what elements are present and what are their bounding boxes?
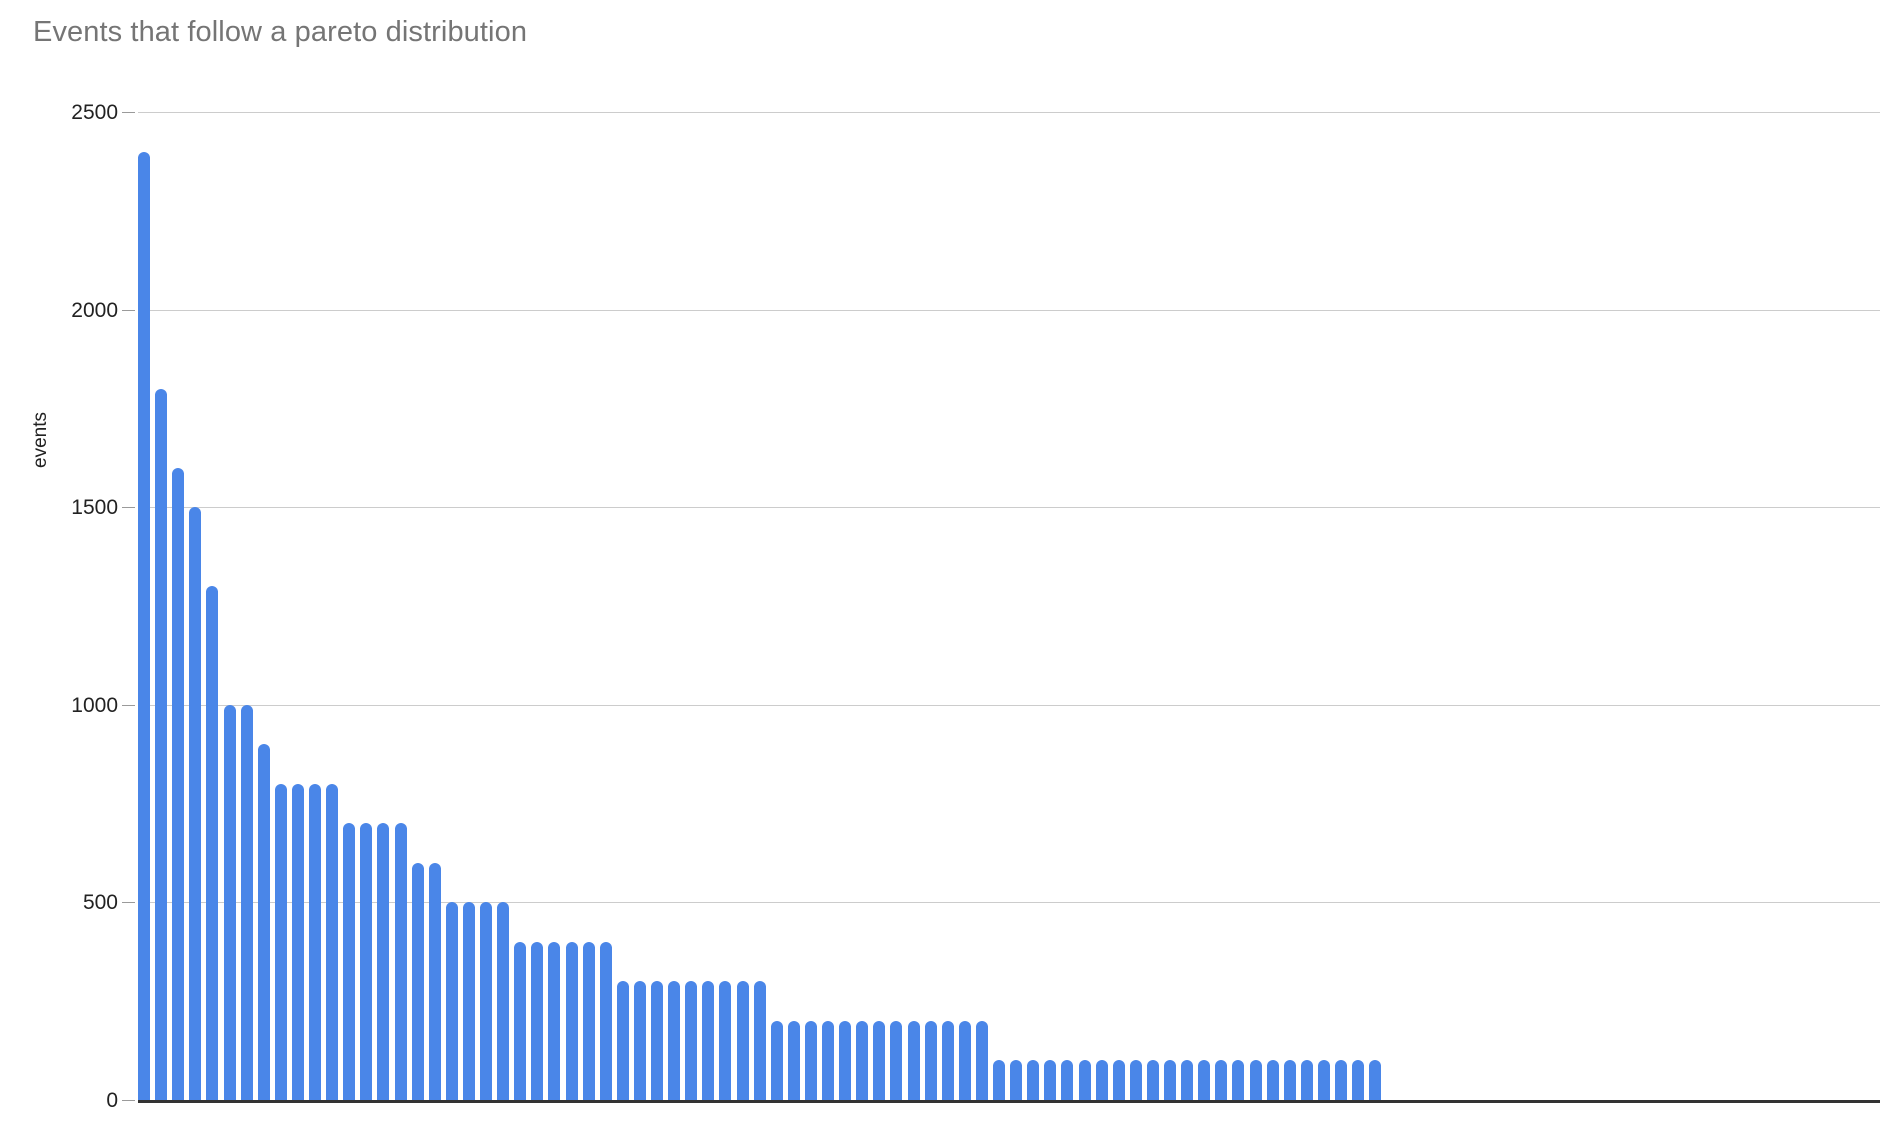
bar[interactable] [514, 941, 527, 1100]
bar[interactable] [1317, 1060, 1330, 1100]
bar[interactable] [804, 1020, 817, 1100]
y-tick-label-0: 0 [106, 1089, 118, 1112]
bar[interactable] [616, 981, 629, 1100]
bar[interactable] [138, 151, 150, 1100]
bar[interactable] [462, 902, 475, 1100]
bar[interactable] [445, 902, 458, 1100]
bar[interactable] [343, 823, 356, 1100]
bar[interactable] [685, 981, 698, 1100]
y-tick-mark-2000 [122, 309, 135, 311]
bar[interactable] [839, 1020, 852, 1100]
bar[interactable] [924, 1020, 937, 1100]
bar[interactable] [1266, 1060, 1279, 1100]
bar[interactable] [291, 783, 304, 1100]
y-tick-label-500: 500 [82, 891, 118, 915]
bar[interactable] [1232, 1060, 1245, 1100]
bar[interactable] [497, 902, 510, 1100]
bar[interactable] [411, 862, 424, 1100]
bar[interactable] [1078, 1060, 1091, 1100]
bar[interactable] [326, 783, 339, 1100]
y-tick-mark-1000 [122, 704, 135, 706]
y-tick-label-2000: 2000 [71, 298, 118, 322]
gridline-2000 [138, 309, 1880, 311]
bar[interactable] [787, 1020, 800, 1100]
bar[interactable] [822, 1020, 834, 1100]
bar[interactable] [1164, 1060, 1176, 1100]
bar[interactable] [1352, 1060, 1365, 1100]
bar[interactable] [360, 823, 373, 1100]
bar[interactable] [1215, 1060, 1228, 1100]
bar[interactable] [172, 467, 185, 1100]
bar[interactable] [240, 704, 253, 1100]
chart-title: Events that follow a pareto distribution [33, 16, 528, 48]
bar[interactable] [651, 981, 663, 1100]
bar[interactable] [719, 981, 732, 1100]
bar[interactable] [1198, 1060, 1211, 1100]
bar[interactable] [394, 823, 407, 1100]
bar-series[interactable] [138, 112, 1880, 1100]
bar[interactable] [702, 981, 715, 1100]
bar[interactable] [873, 1020, 886, 1100]
bar[interactable] [668, 981, 681, 1100]
bar[interactable] [1335, 1060, 1347, 1100]
bar[interactable] [890, 1020, 903, 1100]
bar[interactable] [223, 704, 236, 1100]
plot-area [122, 112, 1880, 1103]
bar[interactable] [480, 902, 492, 1100]
y-tick-mark-2500 [122, 112, 135, 113]
bar[interactable] [856, 1020, 869, 1100]
bar[interactable] [309, 783, 321, 1100]
bar[interactable] [993, 1060, 1005, 1100]
bar[interactable] [941, 1020, 954, 1100]
bar[interactable] [907, 1020, 920, 1100]
bar[interactable] [599, 941, 612, 1100]
bar[interactable] [428, 862, 441, 1100]
bar[interactable] [257, 744, 270, 1100]
gridline-1500 [138, 507, 1880, 509]
bar[interactable] [155, 388, 168, 1100]
bar[interactable] [1095, 1060, 1108, 1100]
bar[interactable] [975, 1020, 988, 1100]
bar[interactable] [189, 507, 202, 1100]
bar[interactable] [1181, 1060, 1194, 1100]
bar[interactable] [736, 981, 749, 1100]
y-tick-label-1500: 1500 [71, 496, 118, 520]
y-tick-mark-0 [122, 1100, 135, 1101]
gridline-1000 [138, 704, 1880, 706]
bar[interactable] [1283, 1060, 1296, 1100]
bar[interactable] [531, 941, 544, 1100]
bar[interactable] [582, 941, 595, 1100]
bar[interactable] [1044, 1060, 1057, 1100]
bar[interactable] [1010, 1060, 1023, 1100]
bar[interactable] [1300, 1060, 1313, 1100]
bar[interactable] [1027, 1060, 1040, 1100]
y-axis-title: events [30, 412, 51, 468]
y-tick-label-2500: 2500 [71, 101, 118, 124]
bar[interactable] [1129, 1060, 1142, 1100]
gridline-500 [138, 902, 1880, 904]
bar[interactable] [206, 586, 219, 1100]
bar[interactable] [1369, 1060, 1382, 1100]
gridline-2500 [138, 112, 1880, 113]
bar[interactable] [1146, 1060, 1159, 1100]
bar[interactable] [1061, 1060, 1074, 1100]
bar[interactable] [633, 981, 646, 1100]
bar[interactable] [1249, 1060, 1262, 1100]
bar[interactable] [753, 981, 766, 1100]
y-tick-label-1000: 1000 [71, 693, 118, 717]
bar[interactable] [1112, 1060, 1125, 1100]
bar[interactable] [770, 1020, 783, 1100]
x-axis-line [138, 1100, 1880, 1103]
bar[interactable] [377, 823, 390, 1100]
bar[interactable] [274, 783, 287, 1100]
y-tick-mark-1500 [122, 507, 135, 509]
y-tick-mark-500 [122, 902, 135, 904]
bar[interactable] [958, 1020, 971, 1100]
bar[interactable] [548, 941, 561, 1100]
bar[interactable] [565, 941, 578, 1100]
